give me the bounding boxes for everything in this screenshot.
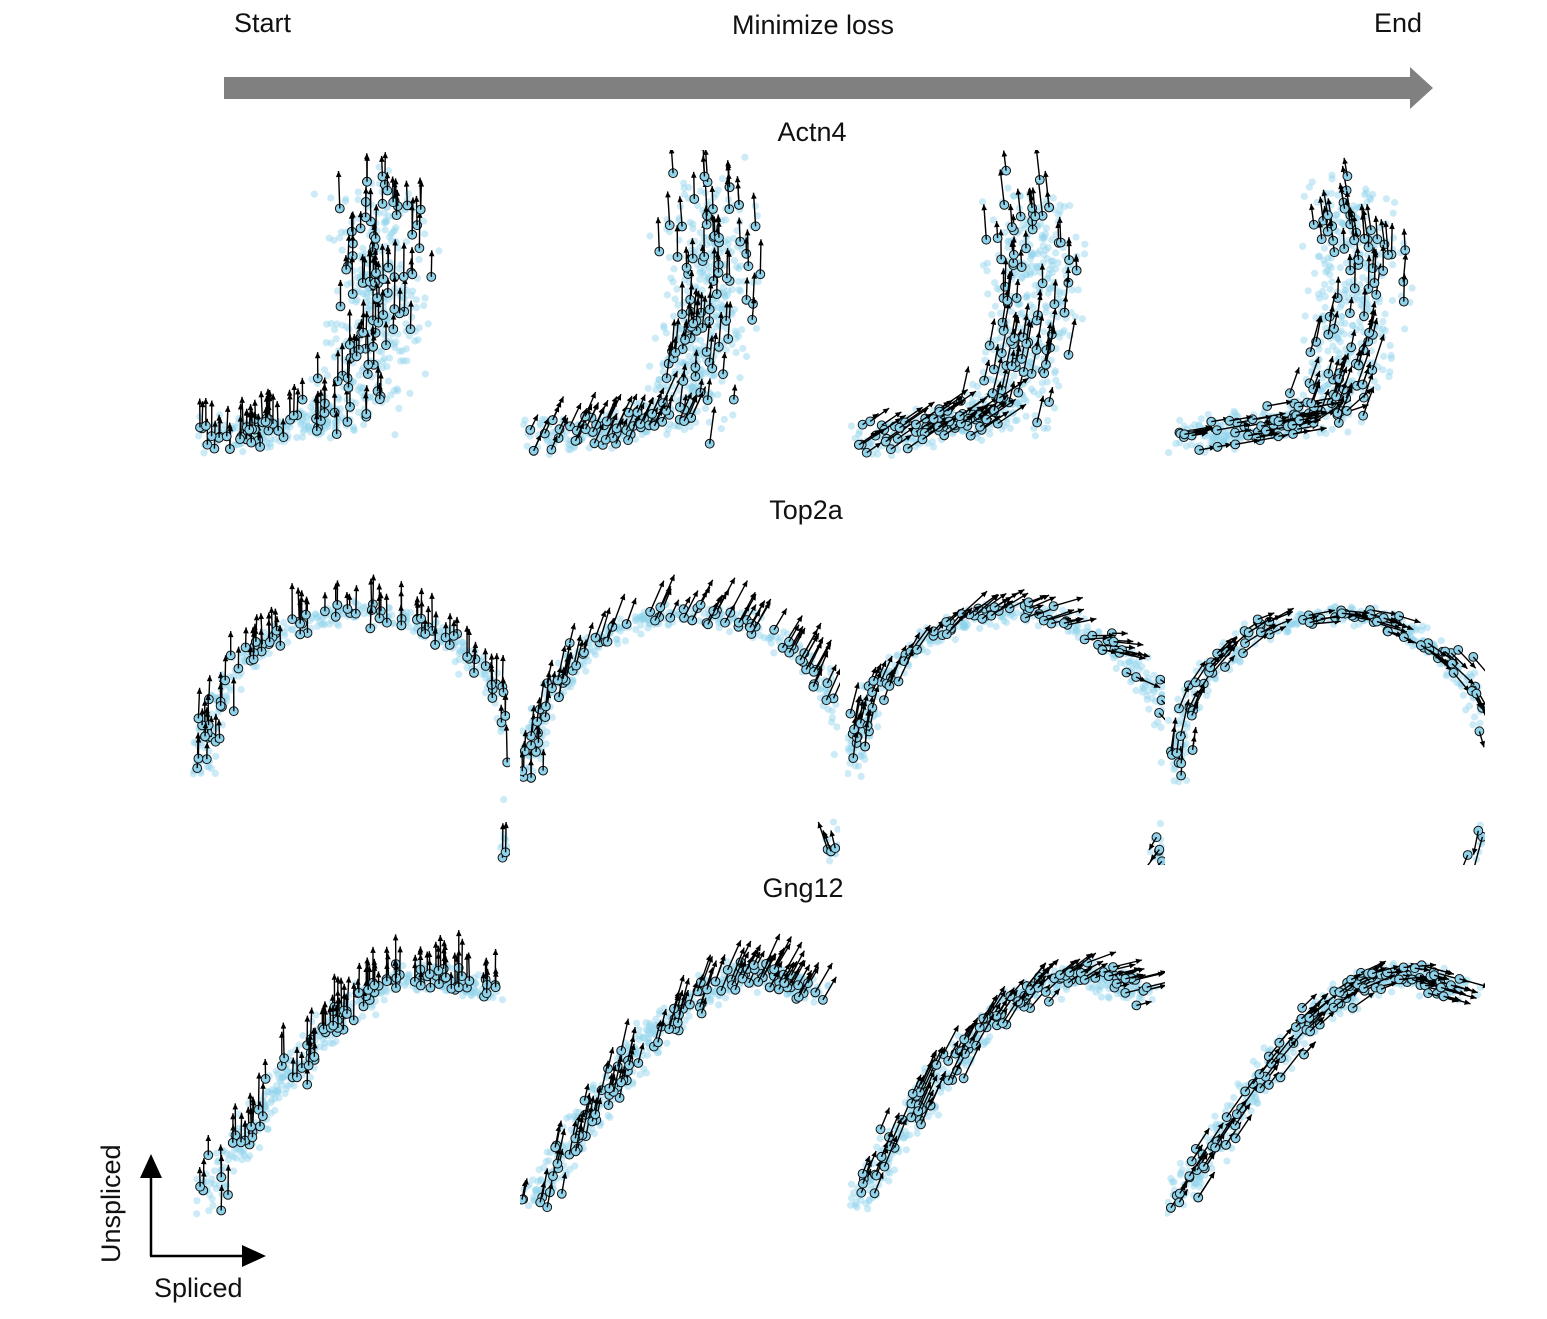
velocity-panel-actn4-end <box>1165 157 1416 457</box>
velocity-arrows <box>520 574 840 857</box>
progress-arrow-shaft <box>224 77 1416 99</box>
cell-points <box>190 597 510 862</box>
start-label: Start <box>234 8 292 38</box>
velocity-arrows <box>195 930 501 1216</box>
velocity-panel-top2a-end <box>1165 603 1485 865</box>
velocity-panel-top2a-start <box>190 574 510 863</box>
velocity-panel-gng12-end <box>1165 959 1485 1217</box>
velocity-panel-actn4-start <box>195 152 443 457</box>
velocity-panel-actn4-early <box>520 150 766 459</box>
unspliced-axis-label: Unspliced <box>96 1144 126 1263</box>
velocity-arrows <box>1166 605 1485 865</box>
velocity-arrows <box>854 150 1082 458</box>
velocity-arrows <box>1166 960 1485 1213</box>
end-label: End <box>1374 8 1423 38</box>
velocity-arrows <box>1174 157 1411 455</box>
velocity-arrows <box>845 588 1165 865</box>
velocity-arrows <box>856 951 1165 1199</box>
gene-title-top2a: Top2a <box>769 495 843 525</box>
unspliced-axis-arrowhead <box>140 1154 162 1178</box>
spliced-axis-arrowhead <box>242 1245 266 1267</box>
velocity-panel-top2a-early <box>520 574 840 865</box>
gene-title-actn4: Actn4 <box>777 117 847 147</box>
velocity-arrows <box>525 150 766 456</box>
velocity-arrows <box>520 933 837 1213</box>
velocity-panel-gng12-start <box>193 930 506 1218</box>
cell-points <box>1165 603 1485 863</box>
velocity-panel-gng12-late <box>847 951 1165 1213</box>
spliced-axis-label: Spliced <box>154 1273 243 1303</box>
velocity-panel-top2a-late <box>845 588 1165 865</box>
progress-arrow <box>224 67 1433 109</box>
velocity-panel-gng12-early <box>520 933 837 1213</box>
progress-arrow-head <box>1410 67 1433 109</box>
velocity-panel-actn4-late <box>847 150 1089 460</box>
minimize-loss-label: Minimize loss <box>731 10 895 40</box>
velocity-arrows <box>192 574 510 863</box>
gene-title-gng12: Gng12 <box>762 873 844 903</box>
velocity-arrows <box>195 152 437 454</box>
cell-points <box>193 957 506 1218</box>
